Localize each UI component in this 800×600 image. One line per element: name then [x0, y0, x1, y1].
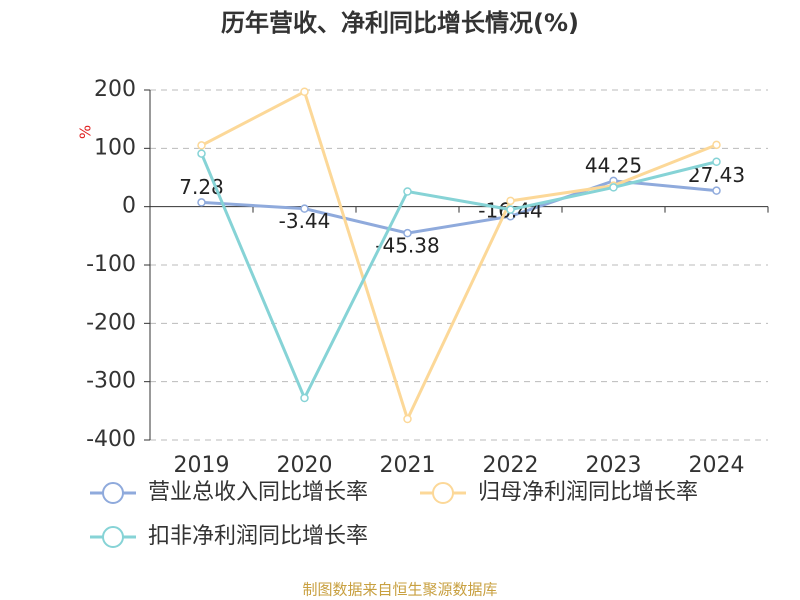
y-tick-label: -200 — [86, 310, 136, 335]
y-tick-label: 0 — [122, 194, 136, 219]
point — [403, 187, 412, 196]
point — [403, 414, 412, 424]
point — [712, 186, 721, 195]
y-tick-label: 100 — [94, 135, 136, 160]
series-line — [200, 89, 718, 424]
y-tick-label: -400 — [86, 427, 136, 452]
data-label: -3.44 — [279, 209, 331, 233]
point — [609, 183, 618, 192]
x-tick-label: 2024 — [689, 453, 745, 478]
point — [506, 196, 515, 206]
x-tick-label: 2019 — [174, 453, 230, 478]
y-axis-label: % — [77, 125, 95, 139]
x-tick-label: 2022 — [483, 453, 539, 478]
point — [197, 149, 206, 158]
point — [197, 141, 206, 150]
point — [403, 228, 412, 238]
point — [712, 157, 721, 166]
legend-label: 归母净利润同比增长率 — [478, 480, 698, 505]
point — [712, 140, 721, 150]
legend-label: 营业总收入同比增长率 — [148, 480, 368, 505]
point — [300, 393, 309, 403]
y-tick-label: -300 — [86, 369, 136, 394]
source-note: 制图数据来自恒生聚源数据库 — [302, 581, 497, 599]
point — [506, 205, 515, 214]
chart-title: 历年营收、净利同比增长情况(%) — [221, 9, 579, 37]
legend-icon — [102, 482, 124, 504]
legend-icon — [432, 482, 454, 504]
x-tick-label: 2020 — [277, 453, 333, 478]
point — [300, 87, 309, 96]
y-tick-label: -100 — [86, 252, 136, 277]
x-tick-label: 2023 — [586, 453, 642, 478]
point — [300, 204, 309, 213]
legend-label: 扣非净利润同比增长率 — [148, 524, 368, 549]
data-label: 44.25 — [585, 153, 642, 177]
series-line — [200, 153, 717, 402]
y-tick-label: 200 — [94, 77, 136, 102]
x-tick-label: 2021 — [380, 453, 436, 478]
point — [197, 198, 206, 207]
legend-icon — [102, 526, 124, 548]
